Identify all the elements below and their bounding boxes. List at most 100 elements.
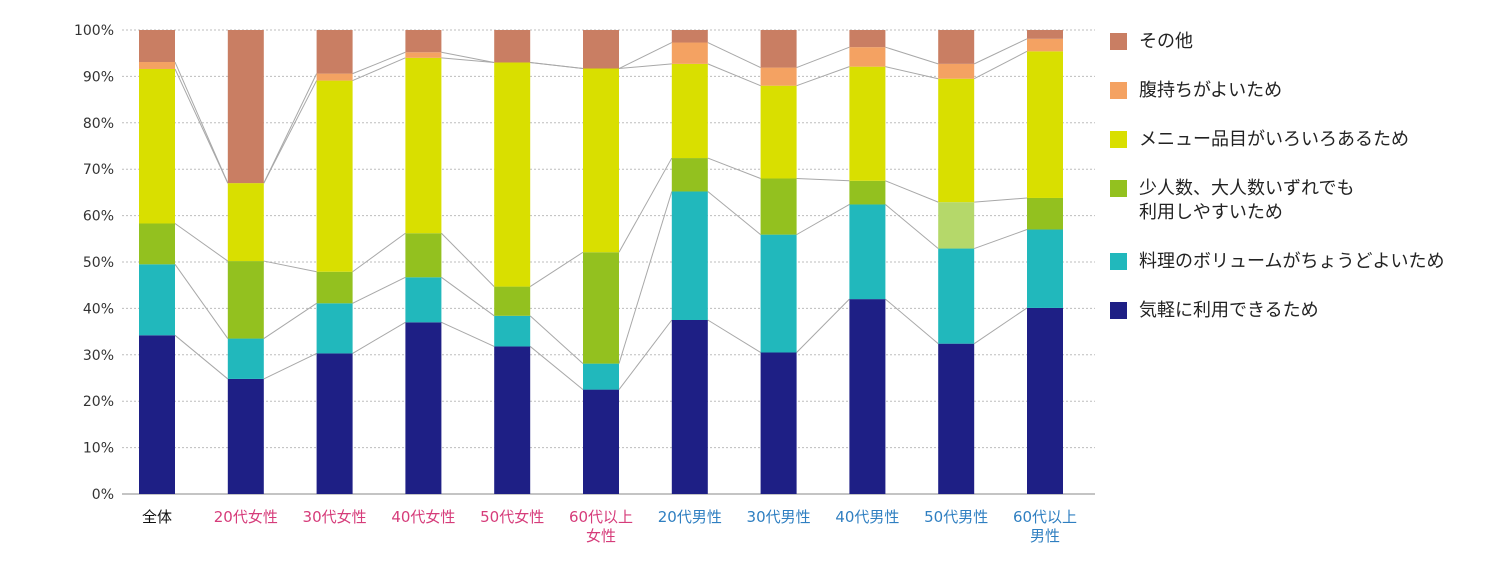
bar-segment (316, 80, 353, 272)
bar-segment (405, 57, 442, 234)
legend-label: 料理のボリュームがちょうどよいため (1139, 251, 1445, 272)
x-tick-label: 20代女性 (214, 508, 278, 526)
connector-line (618, 63, 672, 70)
bar-segment (139, 30, 175, 63)
y-tick-label: 30% (83, 348, 114, 364)
legend-swatch (1110, 180, 1127, 197)
bar-segment (938, 343, 975, 494)
bar-segment (583, 363, 619, 390)
x-tick-label: 20代男性 (658, 508, 722, 526)
x-tick-label: 50代男性 (924, 508, 988, 526)
legend-swatch (1110, 82, 1127, 99)
legend-item: その他 (1110, 30, 1193, 54)
bar-segment (849, 66, 886, 181)
x-tick-label: 30代男性 (747, 508, 811, 526)
legend-label: その他 (1139, 31, 1193, 52)
y-tick-label: 0% (92, 487, 114, 503)
bar-segment (760, 85, 797, 179)
bar-segment (849, 47, 886, 67)
bar-segment (583, 389, 619, 494)
connector-line (263, 73, 318, 184)
connector-line (885, 298, 939, 345)
bar-segment (1027, 307, 1063, 494)
connector-line (174, 264, 229, 339)
connector-line (174, 61, 229, 184)
bar-segment (1027, 38, 1063, 52)
bar-segment (227, 338, 264, 379)
bar-segment (494, 62, 531, 287)
connector-line (174, 223, 229, 262)
connector-line (352, 51, 406, 75)
connector-line (441, 51, 495, 63)
connector-line (263, 260, 317, 273)
bar-segment (316, 353, 353, 494)
bar-segment (671, 158, 708, 192)
bar-segment (405, 30, 442, 53)
bar-segment (494, 30, 531, 63)
bar-segment (849, 30, 886, 48)
bar-segment (139, 335, 175, 494)
connector-line (707, 319, 761, 353)
legend-swatch (1110, 253, 1127, 270)
connector-line (529, 251, 584, 288)
legend-label: 少人数、大人数いずれでも 利用しやすいため (1139, 178, 1355, 223)
bar-segment (139, 223, 175, 265)
bar-segment (1027, 229, 1063, 308)
y-tick-label: 100% (74, 23, 114, 39)
connector-line (796, 177, 850, 182)
bar-segment (316, 271, 353, 304)
y-tick-label: 50% (83, 255, 114, 271)
bar-segment (671, 63, 708, 159)
bar-segment (760, 352, 797, 494)
bar-segment (671, 191, 708, 320)
bar-segment (1027, 197, 1063, 230)
connector-line (441, 276, 495, 317)
bar-segment (139, 264, 175, 336)
connector-line (352, 276, 406, 304)
bar-segment (938, 78, 975, 203)
bar-segment (583, 252, 619, 364)
bar-segment (494, 286, 531, 316)
y-tick-label: 40% (83, 301, 114, 317)
connector-line (885, 180, 939, 203)
legend-label: 腹持ちがよいため (1139, 80, 1283, 101)
y-tick-label: 80% (83, 116, 114, 132)
bar-segment (316, 73, 353, 81)
bar-segment (316, 303, 353, 354)
connector-line (707, 42, 761, 69)
connector-line (618, 42, 673, 69)
bar-segment (849, 299, 886, 494)
y-tick-label: 20% (83, 394, 114, 410)
bar-segment (1027, 51, 1063, 198)
connector-line (707, 157, 761, 179)
x-tick-label: 60代以上女性 (569, 508, 633, 545)
connector-line (885, 46, 939, 65)
x-tick-label: 40代男性 (835, 508, 899, 526)
connector-line (263, 302, 317, 339)
y-tick-label: 70% (83, 162, 114, 178)
legend-item: 気軽に利用できるため (1110, 299, 1319, 323)
connector-line (973, 38, 1028, 65)
legend-label: 気軽に利用できるため (1139, 300, 1319, 321)
legend-swatch (1110, 131, 1127, 148)
bar-segment (227, 261, 264, 339)
legend-swatch (1110, 302, 1127, 319)
bar-segment (760, 30, 797, 68)
connector-line (263, 352, 317, 380)
bar-segment (494, 315, 531, 347)
legend-item: 腹持ちがよいため (1110, 79, 1282, 103)
bar-segment (938, 202, 975, 249)
bar-segment (405, 322, 442, 494)
connector-line (796, 298, 850, 353)
legend-item: 少人数、大人数いずれでも 利用しやすいため (1110, 177, 1354, 225)
bar-segment (849, 204, 886, 300)
x-tick-label: 全体 (142, 508, 172, 526)
connector-line (974, 229, 1028, 250)
connector-line (796, 204, 850, 236)
bar-segment (139, 68, 175, 224)
y-tick-label: 60% (83, 209, 114, 225)
legend: その他 腹持ちがよいため メニュー品目がいろいろあるため 少人数、大人数いずれでも 利… (1110, 0, 1500, 571)
connector-line (973, 50, 1028, 80)
bar-segment (139, 62, 175, 69)
